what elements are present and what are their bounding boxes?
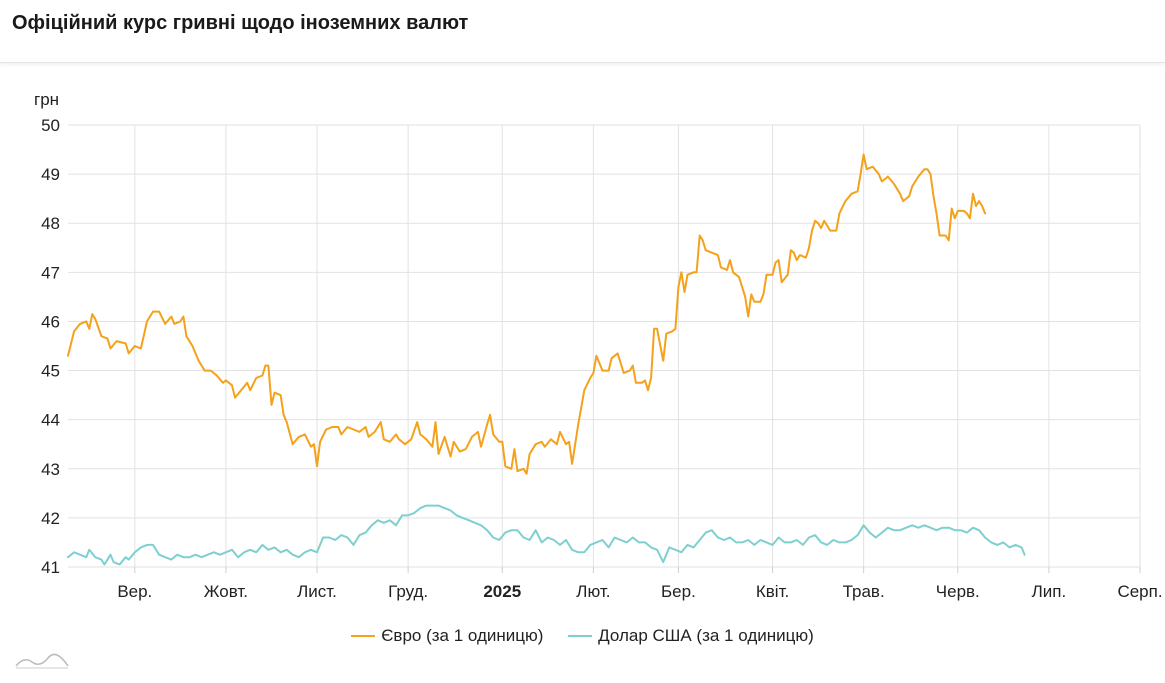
x-tick-label: Лют. [576,582,610,601]
chart-legend: Євро (за 1 одиницю) Долар США (за 1 один… [0,622,1165,646]
x-tick-label: Жовт. [204,582,248,601]
x-tick-label: Груд. [388,582,428,601]
chart-svg: 41 42 43 44 45 46 47 48 49 50 грн Вер. Жовт. Лист. Гру… [34,90,1163,601]
x-tick-label: Бер. [661,582,696,601]
y-axis-label: грн [34,90,59,109]
y-tick-label: 44 [41,411,60,430]
legend-item-usd[interactable]: Долар США (за 1 одиницю) [568,626,814,646]
y-tick-label: 42 [41,509,60,528]
chart-title: Офіційний курс гривні щодо іноземних вал… [12,12,469,34]
chart-header: Офіційний курс гривні щодо іноземних вал… [0,0,1165,63]
y-tick-label: 50 [41,116,60,135]
x-tick-label: Трав. [843,582,885,601]
y-tick-label: 41 [41,558,60,577]
x-tick-label: Лип. [1032,582,1067,601]
legend-label-euro: Євро (за 1 одиницю) [381,626,544,645]
legend-swatch-euro [351,635,376,637]
x-tick-label: Вер. [117,582,152,601]
x-tick-label: Квіт. [756,582,789,601]
legend-swatch-usd [568,635,593,637]
y-tick-label: 47 [41,263,60,282]
x-tick-label: Черв. [936,582,980,601]
series-line-usd [67,504,1026,566]
logo-icon [15,653,69,669]
x-tick-label: Лист. [297,582,337,601]
legend-label-usd: Долар США (за 1 одиницю) [598,626,814,645]
y-tick-label: 46 [41,312,60,331]
y-tick-label: 49 [41,165,60,184]
x-tick-label: Серп. [1117,582,1162,601]
legend-item-euro[interactable]: Євро (за 1 одиницю) [351,626,543,646]
y-tick-label: 43 [41,460,60,479]
y-tick-label: 45 [41,362,60,381]
series-line-euro [67,153,987,475]
y-tick-label: 48 [41,214,60,233]
x-tick-label: 2025 [483,582,521,601]
